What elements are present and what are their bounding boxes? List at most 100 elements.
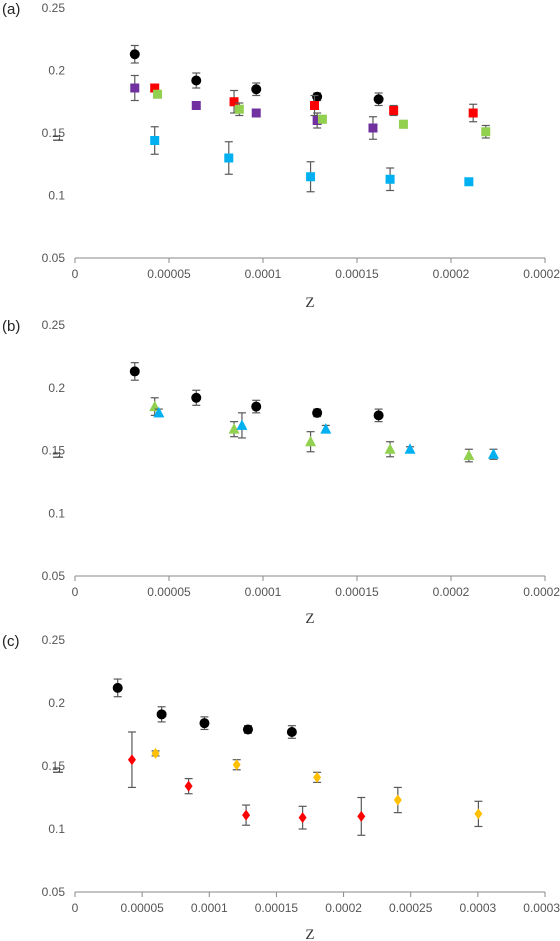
series-2 xyxy=(149,397,475,463)
data-point xyxy=(298,812,307,824)
data-point xyxy=(127,754,136,766)
y-tick-label: 0.1 xyxy=(48,189,65,203)
data-point xyxy=(481,127,491,137)
data-point xyxy=(474,808,483,820)
panel-label: (c) xyxy=(2,633,20,650)
data-point xyxy=(232,759,241,771)
data-point xyxy=(398,119,408,129)
series-1 xyxy=(112,678,297,739)
series-4 xyxy=(153,89,491,139)
series-2 xyxy=(127,731,366,836)
data-point xyxy=(463,449,475,461)
x-tick-label: 0.00015 xyxy=(335,585,379,599)
series-3 xyxy=(130,74,378,140)
data-point xyxy=(153,406,165,418)
data-point xyxy=(368,123,378,133)
data-point xyxy=(236,419,248,430)
y-tick-label: 0.05 xyxy=(42,251,66,265)
data-point xyxy=(150,136,160,145)
data-point xyxy=(286,726,297,737)
data-point xyxy=(184,780,193,792)
y-tick-label: 0.15 xyxy=(42,126,66,140)
data-point xyxy=(312,91,323,102)
data-point xyxy=(251,401,262,412)
data-point xyxy=(112,682,123,693)
data-point xyxy=(389,106,399,115)
x-axis-title: Z xyxy=(305,927,314,941)
x-tick-label: 0.00005 xyxy=(147,585,191,599)
y-tick-label: 0.25 xyxy=(42,1,66,15)
y-axis-title: μ xyxy=(48,451,64,459)
x-tick-label: 0 xyxy=(72,267,79,281)
data-point xyxy=(305,435,317,447)
data-point xyxy=(150,83,160,93)
y-tick-label: 0.2 xyxy=(48,64,65,78)
data-point xyxy=(242,809,251,821)
data-point xyxy=(251,84,262,95)
y-tick-label: 0.25 xyxy=(42,318,66,332)
data-point xyxy=(191,392,202,403)
x-tick-label: 0.00015 xyxy=(255,901,299,915)
data-point xyxy=(153,89,163,99)
data-point xyxy=(310,101,320,110)
data-point xyxy=(306,172,316,182)
data-point xyxy=(234,104,244,114)
data-point xyxy=(373,410,384,421)
y-tick-label: 0.15 xyxy=(42,759,66,773)
x-tick-label: 0.00035 xyxy=(523,901,560,915)
data-point xyxy=(312,116,322,125)
x-tick-label: 0.0002 xyxy=(433,585,470,599)
y-tick-label: 0.05 xyxy=(42,569,66,583)
x-tick-label: 0.0001 xyxy=(245,585,282,599)
chart-panel-1: (a) 0.05 0.1 0.15 0.2 0.25 0 0.00005 0.0001 0.000… xyxy=(2,1,560,311)
x-tick-label: 0.00005 xyxy=(120,901,164,915)
data-point xyxy=(229,97,239,107)
x-tick-label: 0.00005 xyxy=(147,267,191,281)
data-point xyxy=(385,174,395,184)
data-point xyxy=(393,794,402,806)
data-point xyxy=(130,83,140,93)
data-point xyxy=(313,771,322,783)
chart-panel-2: (b) 0.05 0.1 0.15 0.2 0.25 0 0.00005 0.0001 0.000… xyxy=(2,318,560,627)
y-axis-title: μ xyxy=(48,134,64,142)
x-tick-label: 0.0002 xyxy=(433,267,470,281)
chart-panel-3: (c) 0.05 0.1 0.15 0.2 0.25 0 0.00005 0.0001 0.000… xyxy=(2,633,560,941)
data-point xyxy=(191,75,202,86)
data-point xyxy=(404,443,416,454)
data-point xyxy=(129,49,140,60)
data-point xyxy=(487,448,499,459)
x-tick-label: 0.0003 xyxy=(460,901,497,915)
data-point xyxy=(464,177,474,187)
data-point xyxy=(468,108,478,118)
series-1 xyxy=(129,362,384,423)
data-point xyxy=(312,407,323,418)
data-point xyxy=(357,810,366,822)
data-point xyxy=(317,114,327,124)
panel-label: (b) xyxy=(2,318,20,335)
x-axis-title: Z xyxy=(305,611,314,627)
x-tick-label: 0.00015 xyxy=(335,267,379,281)
data-point xyxy=(199,718,210,729)
x-tick-label: 0.0002 xyxy=(325,901,362,915)
series-1 xyxy=(129,44,384,107)
x-axis-title: Z xyxy=(305,295,314,311)
series-3 xyxy=(153,406,499,460)
data-point xyxy=(384,443,396,454)
data-point xyxy=(151,747,160,759)
y-tick-label: 0.1 xyxy=(48,822,65,836)
panel-label: (a) xyxy=(2,1,20,18)
x-tick-label: 0 xyxy=(72,585,79,599)
y-tick-label: 0.15 xyxy=(42,444,66,458)
data-point xyxy=(149,400,161,412)
y-axis-title: μ xyxy=(48,766,64,774)
x-tick-label: 0.0001 xyxy=(245,267,282,281)
x-tick-label: 0.00025 xyxy=(523,267,560,281)
series-2 xyxy=(150,83,478,123)
y-tick-label: 0.25 xyxy=(42,633,66,647)
y-tick-label: 0.2 xyxy=(48,696,65,710)
data-point xyxy=(191,101,201,110)
y-tick-label: 0.2 xyxy=(48,381,65,395)
data-point xyxy=(224,153,234,163)
data-point xyxy=(251,108,261,118)
